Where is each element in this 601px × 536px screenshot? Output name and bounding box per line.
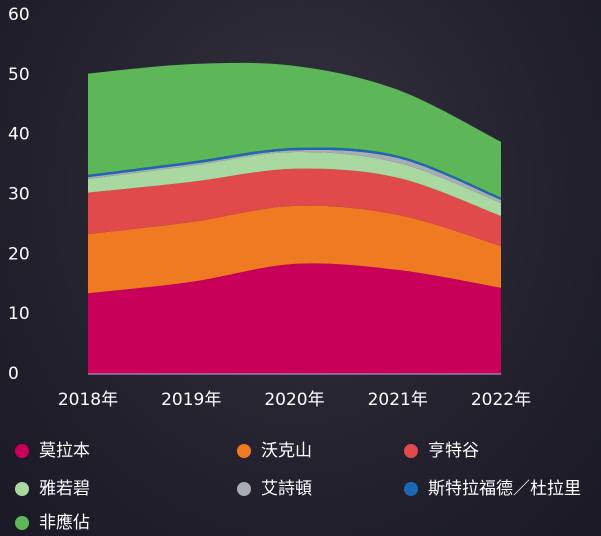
legend-swatch (15, 516, 29, 530)
x-tick-label: 2020年 (264, 390, 324, 410)
legend-swatch (15, 444, 29, 458)
y-tick-label: 0 (8, 364, 19, 384)
legend-label: 非應佔 (39, 512, 90, 533)
area (88, 263, 501, 374)
legend-swatch (237, 482, 251, 496)
y-tick-label: 10 (8, 304, 30, 324)
area (88, 151, 501, 217)
legend-label: 沃克山 (261, 441, 312, 461)
x-tick-label: 2021年 (368, 390, 428, 410)
legend-swatch (15, 482, 29, 496)
legend-swatch (404, 482, 418, 496)
area (88, 62, 501, 198)
y-tick-label: 40 (8, 125, 30, 145)
x-tick-label: 2019年 (161, 390, 221, 410)
area (88, 205, 501, 294)
legend-label: 雅若碧 (39, 479, 90, 499)
legend-label: 斯特拉福德／杜拉里 (428, 479, 581, 499)
area (88, 168, 501, 246)
legend-swatch (404, 444, 418, 458)
y-tick-label: 50 (8, 65, 30, 85)
x-tick-label: 2018年 (58, 390, 118, 410)
legend-label: 莫拉本 (39, 441, 90, 461)
legend-label: 亨特谷 (428, 441, 479, 461)
y-tick-label: 60 (8, 5, 30, 25)
x-tick-label: 2022年 (471, 390, 531, 410)
y-tick-label: 30 (8, 185, 30, 205)
y-tick-label: 20 (8, 244, 30, 264)
legend-label: 艾詩頓 (261, 479, 312, 499)
legend-swatch (237, 444, 251, 458)
